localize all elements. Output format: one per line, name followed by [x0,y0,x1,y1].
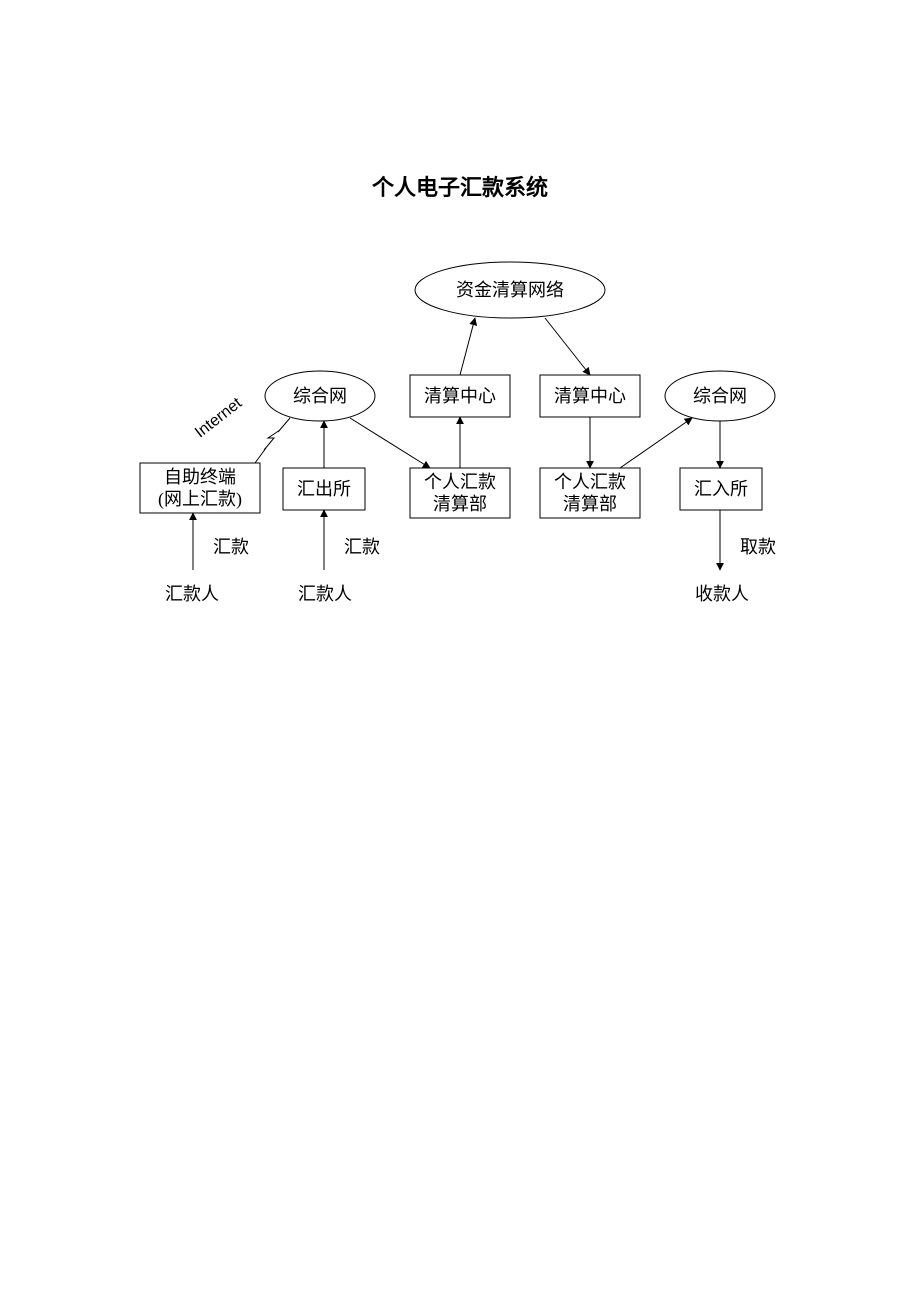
edges-layer [193,318,720,570]
actor-label: 收款人 [695,580,749,606]
edge-label: 取款 [740,533,776,559]
edge-label: 汇款 [213,533,249,559]
node-zongheL: 综合网 [265,371,375,421]
node-deptL: 个人汇款 清算部 [410,468,510,518]
page: 个人电子汇款系统 资金清算网络综合网综合网清算中心清算中心自助终端 (网上汇款)… [0,0,920,1302]
node-zongheR: 综合网 [665,371,775,421]
node-clearCtrR: 清算中心 [540,375,640,417]
node-huiru: 汇入所 [680,468,762,510]
node-huichu: 汇出所 [283,468,365,510]
node-selfTerm: 自助终端 (网上汇款) [140,463,260,513]
flowchart-svg [0,0,920,1302]
node-clearCtrL: 清算中心 [410,375,510,417]
actor-label: 汇款人 [298,580,352,606]
edge-label: 汇款 [344,533,380,559]
actor-label: 汇款人 [165,580,219,606]
node-deptR: 个人汇款 清算部 [540,468,640,518]
node-clearNet: 资金清算网络 [415,262,605,318]
internet-layer [255,418,290,463]
